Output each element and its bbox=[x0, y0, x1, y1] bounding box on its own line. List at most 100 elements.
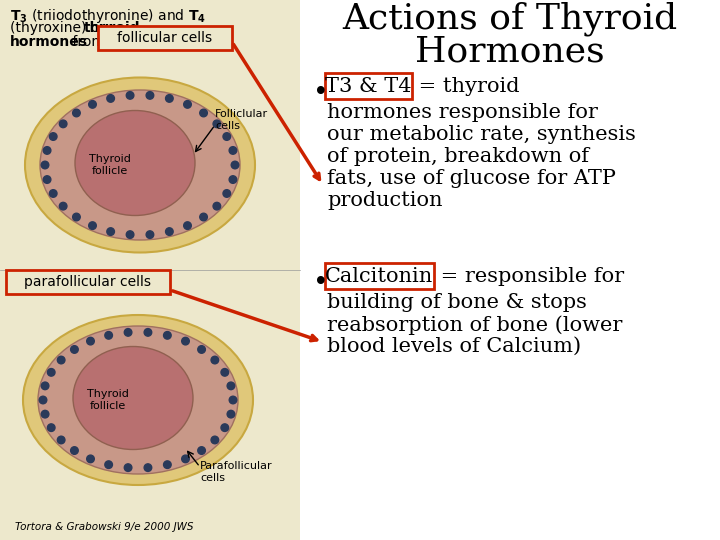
Circle shape bbox=[199, 109, 207, 117]
Text: from: from bbox=[68, 35, 105, 49]
Circle shape bbox=[41, 410, 49, 418]
Circle shape bbox=[221, 368, 228, 376]
Text: $\mathbf{T_3}$ (triiodothyronine) and $\mathbf{T_4}$: $\mathbf{T_3}$ (triiodothyronine) and $\… bbox=[10, 7, 206, 25]
Text: parafollicular cells: parafollicular cells bbox=[24, 275, 151, 289]
Circle shape bbox=[125, 464, 132, 471]
Circle shape bbox=[126, 231, 134, 239]
Circle shape bbox=[229, 176, 237, 184]
Text: = responsible for: = responsible for bbox=[434, 267, 624, 286]
Text: Calcitonin: Calcitonin bbox=[325, 267, 433, 286]
Ellipse shape bbox=[40, 90, 240, 240]
Text: thyroid: thyroid bbox=[84, 21, 140, 35]
Text: T3 & T4: T3 & T4 bbox=[325, 77, 411, 96]
Circle shape bbox=[144, 464, 152, 471]
Ellipse shape bbox=[23, 315, 253, 485]
Circle shape bbox=[105, 461, 112, 469]
Text: Calcitonin (CT) from: Calcitonin (CT) from bbox=[10, 272, 167, 286]
Text: Folliclular
cells: Folliclular cells bbox=[215, 109, 268, 131]
Text: follicular cells: follicular cells bbox=[117, 31, 212, 45]
Circle shape bbox=[181, 338, 189, 345]
Circle shape bbox=[105, 332, 112, 339]
Circle shape bbox=[144, 328, 152, 336]
Circle shape bbox=[213, 202, 220, 210]
Circle shape bbox=[89, 222, 96, 230]
Circle shape bbox=[223, 190, 230, 197]
Circle shape bbox=[166, 228, 173, 235]
Text: Tortora & Grabowski 9/e 2000 JWS: Tortora & Grabowski 9/e 2000 JWS bbox=[15, 522, 194, 532]
Circle shape bbox=[50, 190, 57, 197]
Circle shape bbox=[198, 346, 205, 353]
Text: = thyroid: = thyroid bbox=[412, 77, 520, 96]
Circle shape bbox=[181, 455, 189, 463]
Circle shape bbox=[71, 346, 78, 353]
Circle shape bbox=[39, 396, 47, 404]
Text: reabsorption of bone (lower: reabsorption of bone (lower bbox=[327, 315, 622, 335]
Circle shape bbox=[146, 92, 154, 99]
Ellipse shape bbox=[38, 326, 238, 474]
Ellipse shape bbox=[73, 347, 193, 449]
Circle shape bbox=[59, 120, 67, 127]
Text: production: production bbox=[327, 191, 443, 210]
Circle shape bbox=[107, 228, 114, 235]
Circle shape bbox=[73, 213, 80, 221]
Circle shape bbox=[211, 356, 219, 364]
Text: Actions of Thyroid: Actions of Thyroid bbox=[343, 2, 678, 37]
Circle shape bbox=[43, 147, 51, 154]
Circle shape bbox=[41, 161, 49, 169]
Circle shape bbox=[227, 410, 235, 418]
Circle shape bbox=[58, 356, 65, 364]
Circle shape bbox=[48, 424, 55, 431]
Circle shape bbox=[86, 455, 94, 463]
Circle shape bbox=[86, 338, 94, 345]
Circle shape bbox=[58, 436, 65, 444]
Text: Thyroid
follicle: Thyroid follicle bbox=[89, 154, 131, 176]
Circle shape bbox=[146, 231, 154, 239]
Circle shape bbox=[184, 222, 192, 230]
Text: Thyroid
follicle: Thyroid follicle bbox=[87, 389, 129, 411]
Text: (thyroxine) or: (thyroxine) or bbox=[10, 21, 109, 35]
FancyBboxPatch shape bbox=[98, 26, 232, 50]
Circle shape bbox=[89, 100, 96, 108]
Text: Parafollicular
cells: Parafollicular cells bbox=[200, 461, 273, 483]
Text: our metabolic rate, synthesis: our metabolic rate, synthesis bbox=[327, 125, 636, 144]
Circle shape bbox=[73, 109, 80, 117]
Circle shape bbox=[227, 382, 235, 390]
Text: blood levels of Calcium): blood levels of Calcium) bbox=[327, 337, 581, 356]
Circle shape bbox=[166, 94, 173, 102]
FancyBboxPatch shape bbox=[325, 73, 412, 99]
Circle shape bbox=[43, 176, 51, 184]
Text: building of bone & stops: building of bone & stops bbox=[327, 293, 587, 312]
Circle shape bbox=[125, 328, 132, 336]
Circle shape bbox=[184, 100, 192, 108]
Text: Hormones: Hormones bbox=[415, 35, 605, 69]
Circle shape bbox=[50, 133, 57, 140]
Text: of protein, breakdown of: of protein, breakdown of bbox=[327, 147, 589, 166]
Circle shape bbox=[71, 447, 78, 454]
Circle shape bbox=[41, 382, 49, 390]
Circle shape bbox=[59, 202, 67, 210]
Ellipse shape bbox=[25, 78, 255, 253]
Text: •: • bbox=[313, 80, 328, 106]
Circle shape bbox=[198, 447, 205, 454]
Circle shape bbox=[163, 461, 171, 469]
Circle shape bbox=[199, 213, 207, 221]
Circle shape bbox=[48, 368, 55, 376]
Text: hormones: hormones bbox=[10, 35, 88, 49]
Circle shape bbox=[229, 147, 237, 154]
FancyBboxPatch shape bbox=[0, 0, 300, 540]
Circle shape bbox=[213, 120, 220, 127]
Circle shape bbox=[229, 396, 237, 404]
Ellipse shape bbox=[75, 111, 195, 215]
FancyBboxPatch shape bbox=[325, 263, 434, 289]
Circle shape bbox=[231, 161, 239, 169]
Text: hormones responsible for: hormones responsible for bbox=[327, 103, 598, 122]
Circle shape bbox=[163, 332, 171, 339]
Circle shape bbox=[211, 436, 219, 444]
Circle shape bbox=[221, 424, 228, 431]
FancyBboxPatch shape bbox=[6, 270, 170, 294]
Circle shape bbox=[126, 92, 134, 99]
Text: •: • bbox=[313, 270, 328, 296]
Text: fats, use of glucose for ATP: fats, use of glucose for ATP bbox=[327, 169, 616, 188]
Circle shape bbox=[223, 133, 230, 140]
Circle shape bbox=[107, 94, 114, 102]
